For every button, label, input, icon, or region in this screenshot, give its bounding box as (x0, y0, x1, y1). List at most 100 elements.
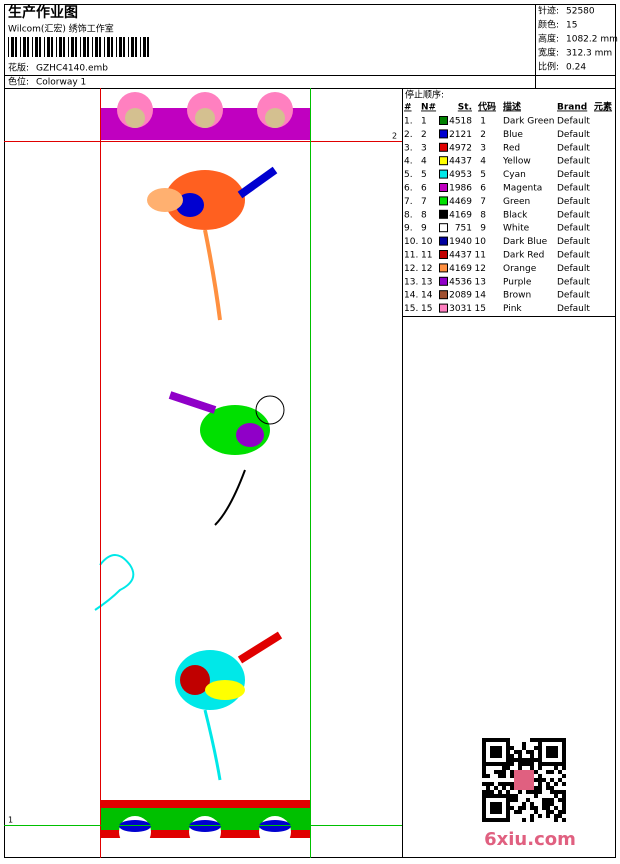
code: 14 (475, 291, 487, 301)
qr-cell (562, 766, 566, 770)
qr-cell (514, 810, 518, 814)
qr-cell (490, 794, 494, 798)
qr-cell (490, 762, 494, 766)
info-value: 15 (566, 21, 577, 31)
qr-cell (554, 738, 558, 742)
qr-cell (498, 754, 502, 758)
qr-cell (550, 790, 554, 794)
qr-cell (534, 786, 538, 790)
qr-cell (486, 794, 490, 798)
description: Red (503, 143, 520, 153)
brand: Default (557, 117, 590, 127)
qr-cell (530, 790, 534, 794)
qr-cell (482, 774, 486, 778)
bar-stripe (119, 37, 122, 57)
qr-cell (486, 818, 490, 822)
qr-cell (554, 762, 558, 766)
qr-code (482, 738, 566, 822)
qr-cell (546, 802, 550, 806)
qr-cell (550, 810, 554, 814)
needle: 1 (421, 117, 427, 127)
qr-cell (538, 758, 542, 762)
qr-cell (534, 806, 538, 810)
row-number: 10. (404, 237, 418, 247)
qr-cell (546, 770, 550, 774)
qr-cell (514, 794, 518, 798)
bar-stripe (59, 37, 62, 57)
qr-cell (498, 794, 502, 798)
qr-cell (554, 806, 558, 810)
qr-cell (558, 762, 562, 766)
qr-cell (534, 778, 538, 782)
info-value: 312.3 mm (566, 49, 612, 59)
qr-cell (498, 782, 502, 786)
bar-stripe (23, 37, 26, 57)
qr-cell (530, 738, 534, 742)
info-value: 0.24 (566, 63, 586, 73)
row-number: 2. (404, 130, 413, 140)
qr-cell (534, 770, 538, 774)
qr-cell (522, 758, 526, 762)
qr-cell (538, 742, 542, 746)
qr-cell (562, 806, 566, 810)
row-number: 3. (404, 143, 413, 153)
qr-cell (522, 746, 526, 750)
qr-cell (510, 758, 514, 762)
qr-cell (558, 770, 562, 774)
description: Pink (503, 304, 522, 314)
qr-cell (526, 790, 530, 794)
bar-stripe (87, 37, 89, 57)
qr-cell (546, 810, 550, 814)
qr-cell (494, 786, 498, 790)
stitches: 1940 (449, 237, 472, 247)
qr-cell (562, 802, 566, 806)
qr-cell (542, 806, 546, 810)
needle: 6 (421, 184, 427, 194)
qr-cell (502, 774, 506, 778)
qr-cell (530, 750, 534, 754)
qr-cell (482, 794, 486, 798)
qr-cell (506, 790, 510, 794)
qr-cell (546, 746, 550, 750)
color-swatch (439, 290, 448, 300)
qr-cell (558, 738, 562, 742)
qr-cell (542, 738, 546, 742)
qr-cell (506, 754, 510, 758)
qr-cell (494, 746, 498, 750)
bar-stripe (32, 37, 33, 57)
qr-cell (506, 818, 510, 822)
needle: 13 (421, 277, 432, 287)
qr-cell (522, 742, 526, 746)
qr-cell (530, 766, 534, 770)
qr-cell (554, 794, 558, 798)
bar-stripe (47, 37, 50, 57)
qr-cell (538, 762, 542, 766)
qr-cell (522, 818, 526, 822)
bar-stripe (104, 37, 105, 57)
qr-logo (514, 770, 534, 790)
qr-cell (498, 802, 502, 806)
description: Dark Green (503, 117, 554, 127)
description: Blue (503, 130, 523, 140)
needle: 2 (421, 130, 427, 140)
brand: Default (557, 170, 590, 180)
color-swatch (439, 142, 448, 152)
bar-stripe (15, 37, 17, 57)
qr-cell (562, 746, 566, 750)
brand: Default (557, 224, 590, 234)
qr-cell (482, 798, 486, 802)
qr-cell (482, 758, 486, 762)
brand: Default (557, 277, 590, 287)
qr-cell (546, 782, 550, 786)
qr-cell (542, 762, 546, 766)
needle: 8 (421, 210, 427, 220)
qr-cell (482, 762, 486, 766)
stitches: 3031 (449, 304, 472, 314)
qr-cell (530, 754, 534, 758)
qr-cell (494, 738, 498, 742)
bar-stripe (111, 37, 113, 57)
qr-cell (534, 758, 538, 762)
colorway: Colorway 1 (36, 78, 86, 88)
bar-stripe (135, 37, 137, 57)
